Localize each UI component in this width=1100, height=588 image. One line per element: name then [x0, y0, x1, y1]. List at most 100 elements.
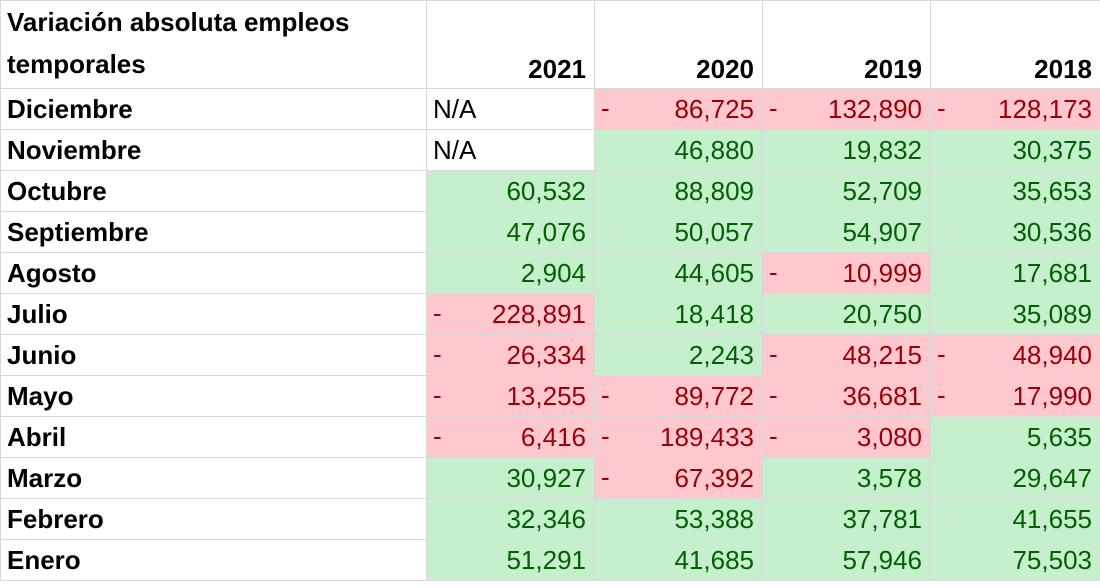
cell-negative-value[interactable]: - 10,999 — [762, 252, 931, 294]
row-label[interactable]: Enero — [0, 539, 427, 581]
cell-number: 128,173 — [998, 93, 1092, 124]
row-label[interactable]: Octubre — [0, 170, 427, 212]
cell-negative-value[interactable]: - 26,334 — [426, 334, 595, 376]
cell-number: 86,725 — [674, 93, 754, 124]
cell-positive-value[interactable]: 30,536 — [930, 211, 1100, 253]
cell-positive-value[interactable]: 57,946 — [762, 539, 931, 581]
cell-negative-value[interactable]: - 189,433 — [594, 416, 763, 458]
cell-negative-value[interactable]: - 128,173 — [930, 88, 1100, 130]
table-row: Febrero 32,346 53,388 37,781 41,655 — [0, 498, 1100, 540]
cell-number: 48,940 — [1012, 339, 1092, 370]
table-row: Marzo 30,927- 67,392 3,578 29,647 — [0, 457, 1100, 499]
cell-positive-value[interactable]: 51,291 — [426, 539, 595, 581]
row-label[interactable]: Mayo — [0, 375, 427, 417]
cell-positive-value[interactable]: 88,809 — [594, 170, 763, 212]
row-label[interactable]: Noviembre — [0, 129, 427, 171]
minus-sign: - — [937, 92, 946, 123]
cell-negative-value[interactable]: - 36,681 — [762, 375, 931, 417]
column-header-2021[interactable]: 2021 — [426, 0, 595, 89]
cell-positive-value[interactable]: 53,388 — [594, 498, 763, 540]
row-label[interactable]: Febrero — [0, 498, 427, 540]
cell-positive-value[interactable]: 19,832 — [762, 129, 931, 171]
cell-number: 48,215 — [842, 339, 922, 370]
cell-positive-value[interactable]: 47,076 — [426, 211, 595, 253]
table-row: Enero 51,291 41,685 57,946 75,503 — [0, 539, 1100, 581]
minus-sign: - — [769, 420, 778, 451]
table-row: Junio -26,334 2,243-48,215-48,940 — [0, 334, 1100, 376]
table-row: Julio - 228,891 18,418 20,750 35,089 — [0, 293, 1100, 335]
cell-negative-value[interactable]: - 48,215 — [762, 334, 931, 376]
table-row: Octubre 60,532 88,809 52,709 35,653 — [0, 170, 1100, 212]
cell-positive-value[interactable]: 35,653 — [930, 170, 1100, 212]
cell-na[interactable]: N/A — [426, 129, 595, 171]
row-label[interactable]: Marzo — [0, 457, 427, 499]
cell-negative-value[interactable]: - 89,772 — [594, 375, 763, 417]
minus-sign: - — [769, 338, 778, 369]
cell-positive-value[interactable]: 20,750 — [762, 293, 931, 335]
cell-number: 17,990 — [1012, 380, 1092, 411]
cell-number: 26,334 — [506, 339, 586, 370]
cell-number: 13,255 — [506, 380, 586, 411]
table-body: Diciembre N/A -86,725-132,890-128,173 Novie… — [0, 88, 1100, 581]
cell-number: 3,080 — [856, 421, 922, 452]
minus-sign: - — [433, 420, 442, 451]
cell-positive-value[interactable]: 30,927 — [426, 457, 595, 499]
cell-positive-value[interactable]: 54,907 — [762, 211, 931, 253]
minus-sign: - — [769, 379, 778, 410]
minus-sign: - — [433, 297, 442, 328]
cell-negative-value[interactable]: - 67,392 — [594, 457, 763, 499]
cell-positive-value[interactable]: 17,681 — [930, 252, 1100, 294]
minus-sign: - — [601, 420, 610, 451]
cell-negative-value[interactable]: - 13,255 — [426, 375, 595, 417]
cell-positive-value[interactable]: 41,655 — [930, 498, 1100, 540]
cell-positive-value[interactable]: 37,781 — [762, 498, 931, 540]
row-label[interactable]: Abril — [0, 416, 427, 458]
minus-sign: - — [601, 379, 610, 410]
cell-positive-value[interactable]: 75,503 — [930, 539, 1100, 581]
cell-number: 89,772 — [674, 380, 754, 411]
row-label[interactable]: Septiembre — [0, 211, 427, 253]
cell-negative-value[interactable]: - 3,080 — [762, 416, 931, 458]
cell-positive-value[interactable]: 18,418 — [594, 293, 763, 335]
cell-positive-value[interactable]: 2,243 — [594, 334, 763, 376]
column-header-2019[interactable]: 2019 — [762, 0, 931, 89]
minus-sign: - — [433, 379, 442, 410]
header-row: Variación absoluta empleos temporales 20… — [0, 0, 1100, 89]
cell-number: 67,392 — [674, 462, 754, 493]
minus-sign: - — [937, 338, 946, 369]
cell-negative-value[interactable]: - 86,725 — [594, 88, 763, 130]
table-row: Noviembre N/A 46,880 19,832 30,375 — [0, 129, 1100, 171]
cell-positive-value[interactable]: 35,089 — [930, 293, 1100, 335]
cell-positive-value[interactable]: 52,709 — [762, 170, 931, 212]
cell-number: 36,681 — [842, 380, 922, 411]
cell-negative-value[interactable]: - 6,416 — [426, 416, 595, 458]
row-label[interactable]: Diciembre — [0, 88, 427, 130]
cell-negative-value[interactable]: - 228,891 — [426, 293, 595, 335]
cell-negative-value[interactable]: - 17,990 — [930, 375, 1100, 417]
cell-positive-value[interactable]: 29,647 — [930, 457, 1100, 499]
cell-positive-value[interactable]: 5,635 — [930, 416, 1100, 458]
table-row: Septiembre 47,076 50,057 54,907 30,536 — [0, 211, 1100, 253]
cell-positive-value[interactable]: 32,346 — [426, 498, 595, 540]
cell-positive-value[interactable]: 44,605 — [594, 252, 763, 294]
cell-positive-value[interactable]: 50,057 — [594, 211, 763, 253]
cell-na[interactable]: N/A — [426, 88, 595, 130]
cell-number: 6,416 — [520, 421, 586, 452]
cell-negative-value[interactable]: - 48,940 — [930, 334, 1100, 376]
minus-sign: - — [769, 256, 778, 287]
cell-positive-value[interactable]: 2,904 — [426, 252, 595, 294]
cell-positive-value[interactable]: 41,685 — [594, 539, 763, 581]
row-label[interactable]: Junio — [0, 334, 427, 376]
column-header-2020[interactable]: 2020 — [594, 0, 763, 89]
row-label[interactable]: Julio — [0, 293, 427, 335]
cell-positive-value[interactable]: 46,880 — [594, 129, 763, 171]
minus-sign: - — [601, 92, 610, 123]
cell-positive-value[interactable]: 60,532 — [426, 170, 595, 212]
cell-positive-value[interactable]: 3,578 — [762, 457, 931, 499]
column-header-2018[interactable]: 2018 — [930, 0, 1100, 89]
cell-negative-value[interactable]: - 132,890 — [762, 88, 931, 130]
cell-positive-value[interactable]: 30,375 — [930, 129, 1100, 171]
table-title[interactable]: Variación absoluta empleos temporales — [0, 0, 427, 89]
row-label[interactable]: Agosto — [0, 252, 427, 294]
